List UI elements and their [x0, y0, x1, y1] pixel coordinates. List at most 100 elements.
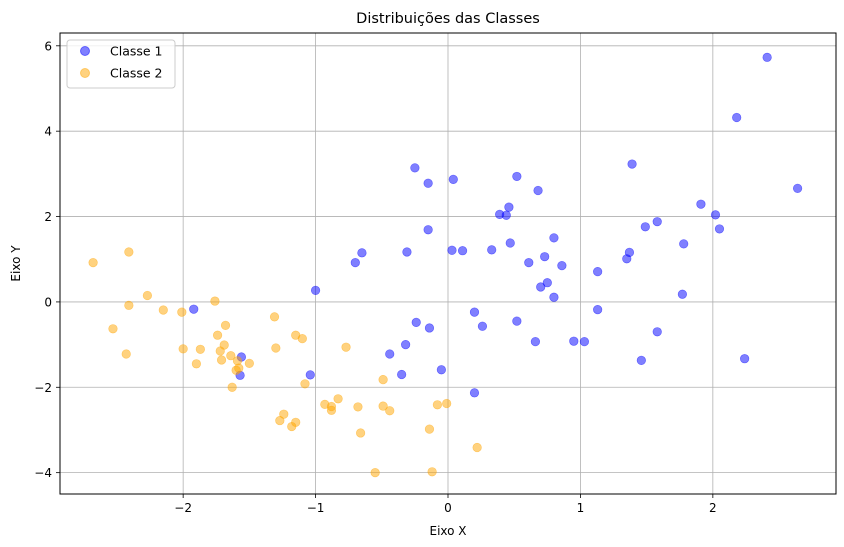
data-point-classe-1 [350, 258, 360, 268]
chart-title: Distribuições das Classes [356, 11, 540, 27]
data-point-classe-2 [271, 343, 281, 353]
data-point-classe-1 [477, 321, 488, 331]
x-tick-label: 0 [444, 501, 452, 515]
data-point-classe-2 [108, 324, 118, 334]
grid-lines [60, 33, 836, 494]
data-point-classe-1 [540, 252, 550, 262]
data-point-classe-1 [411, 317, 421, 328]
x-axis-label: Eixo X [429, 524, 466, 538]
data-point-classe-2 [244, 358, 254, 368]
x-tick-label: −2 [174, 501, 192, 515]
data-point-classe-2 [88, 258, 98, 268]
data-point-classe-1 [305, 370, 315, 380]
data-point-classe-1 [397, 369, 407, 380]
data-point-classe-1 [714, 224, 725, 234]
data-point-classe-1 [310, 285, 321, 295]
data-point-classe-2 [442, 398, 452, 409]
data-point-classe-1 [357, 248, 367, 258]
data-point-classe-1 [593, 305, 603, 315]
data-point-classe-1 [740, 354, 750, 364]
data-point-classe-1 [549, 233, 559, 243]
data-point-classe-1 [487, 245, 497, 255]
data-point-classe-1 [593, 267, 603, 277]
data-point-classe-1 [710, 210, 721, 220]
data-point-classe-2 [121, 349, 131, 359]
data-point-classe-1 [636, 355, 646, 365]
data-point-classe-2 [227, 382, 237, 392]
data-point-classe-1 [542, 278, 552, 288]
data-point-classe-1 [501, 210, 511, 220]
data-point-classe-2 [297, 334, 307, 344]
data-point-classe-1 [424, 323, 435, 333]
data-point-classe-2 [124, 247, 134, 257]
data-point-classe-2 [191, 359, 201, 369]
data-point-classe-1 [732, 112, 742, 123]
data-point-classe-1 [401, 340, 411, 350]
data-point-classe-2 [427, 467, 437, 477]
data-point-classe-2 [234, 363, 244, 373]
data-point-classe-1 [536, 282, 546, 292]
y-tick-label: 4 [44, 125, 52, 139]
data-point-classe-1 [457, 246, 468, 256]
x-tick-label: −1 [307, 501, 325, 515]
data-point-classe-1 [677, 289, 687, 299]
data-point-classe-1 [627, 159, 637, 169]
y-tick-label: 6 [44, 39, 52, 53]
legend-label-classe-2: Classe 2 [110, 66, 163, 81]
legend-label-classe-1: Classe 1 [110, 44, 163, 59]
series-classe-1 [189, 52, 803, 398]
legend: Classe 1 Classe 2 [66, 39, 176, 89]
data-point-classe-1 [762, 52, 772, 62]
data-point-classe-2 [158, 305, 168, 315]
data-point-classe-1 [569, 336, 579, 346]
data-point-classe-2 [472, 442, 482, 453]
data-point-classe-2 [424, 424, 435, 434]
data-point-classe-1 [402, 247, 412, 257]
data-point-classe-1 [410, 163, 420, 173]
data-point-classe-1 [512, 316, 522, 326]
data-point-classe-2 [279, 409, 289, 419]
y-tick-label: −2 [34, 381, 52, 395]
data-point-classe-2 [385, 406, 395, 416]
data-point-classe-1 [579, 337, 589, 347]
data-point-classe-2 [195, 344, 205, 354]
data-point-classe-2 [353, 402, 363, 412]
axis-ticks: −2 −1 0 1 2 −4 −2 0 2 4 6 [34, 39, 716, 515]
legend-box [66, 39, 176, 89]
data-point-classe-2 [370, 468, 380, 478]
data-point-classe-2 [291, 417, 301, 427]
data-point-classe-2 [142, 290, 152, 301]
data-point-classe-1 [469, 388, 480, 398]
data-point-classe-2 [356, 428, 366, 438]
data-point-classe-1 [624, 247, 635, 258]
data-point-classe-2 [432, 400, 443, 410]
data-point-classe-1 [652, 217, 662, 227]
data-point-classe-1 [447, 245, 457, 255]
data-point-classe-1 [505, 238, 515, 248]
data-point-classe-2 [220, 320, 231, 330]
data-point-classe-1 [448, 174, 458, 185]
data-point-classe-2 [177, 307, 187, 317]
data-point-classe-1 [512, 171, 522, 182]
data-point-classe-2 [124, 300, 134, 310]
data-point-classe-1 [423, 178, 433, 188]
data-point-classe-1 [533, 185, 543, 196]
data-point-classe-1 [640, 222, 650, 232]
data-point-classe-1 [652, 327, 662, 337]
data-point-classe-1 [696, 199, 706, 209]
data-point-classe-1 [189, 304, 199, 314]
data-point-classe-2 [269, 312, 280, 322]
data-point-classe-1 [530, 337, 540, 347]
x-tick-label: 2 [709, 501, 717, 515]
x-tick-label: 1 [577, 501, 585, 515]
data-point-classe-2 [178, 344, 188, 354]
series-classe-2 [88, 247, 482, 478]
data-point-classe-1 [557, 261, 567, 271]
y-tick-label: 0 [44, 295, 52, 309]
data-point-classe-2 [326, 405, 337, 415]
data-point-classe-1 [436, 365, 446, 375]
data-point-classe-1 [423, 225, 433, 235]
legend-marker-classe-2 [80, 68, 90, 78]
data-points [88, 52, 803, 478]
